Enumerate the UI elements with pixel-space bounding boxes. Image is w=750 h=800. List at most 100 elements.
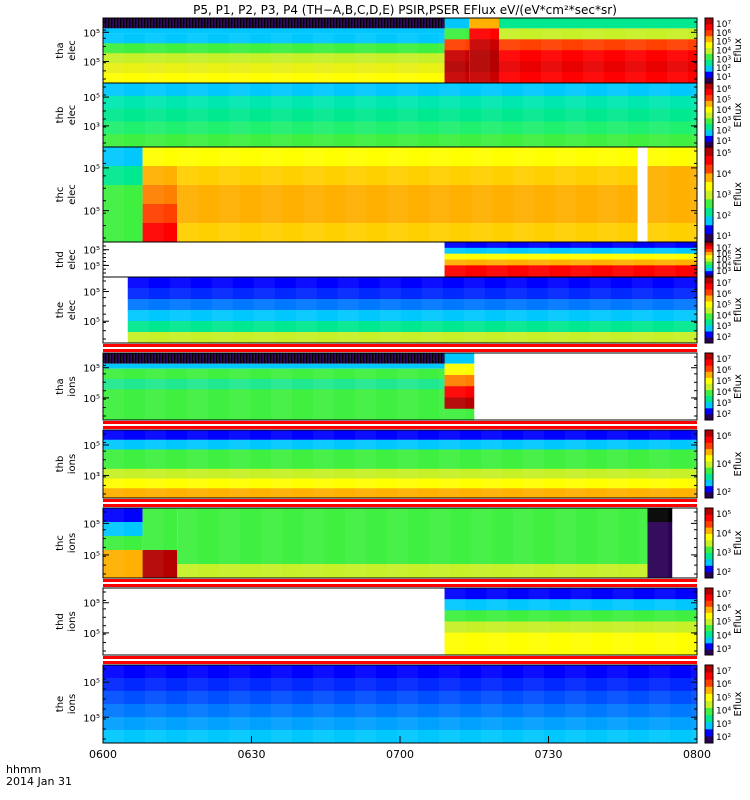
stripe-mark — [298, 353, 300, 364]
stripe-mark — [191, 353, 193, 364]
separator-red-bottom — [103, 584, 697, 587]
stripe-mark — [389, 18, 391, 29]
stripe-mark — [442, 18, 444, 29]
stripe-mark — [232, 353, 234, 364]
stripe-mark — [310, 353, 312, 364]
texture-column — [145, 665, 166, 743]
stripe-mark — [218, 18, 220, 29]
texture-column — [513, 147, 535, 242]
texture-column — [649, 83, 670, 147]
colorbar-label: Eflux — [733, 691, 744, 716]
segment-band — [142, 550, 178, 565]
colorbar-swatch — [705, 295, 713, 302]
stripe-mark — [202, 353, 204, 364]
stripe-mark — [263, 353, 265, 364]
stripe-mark — [340, 18, 342, 29]
stripe-mark — [250, 353, 252, 364]
stripe-mark — [152, 18, 154, 29]
stripe-mark — [247, 353, 249, 364]
stripe-mark — [290, 353, 292, 364]
segment-band — [103, 28, 445, 34]
texture-column — [145, 430, 166, 498]
segment-band — [444, 18, 470, 29]
texture-column — [397, 368, 418, 420]
segment-band — [103, 459, 697, 470]
segment-band — [444, 363, 475, 376]
colorbar-tick-label: 10⁷ — [716, 279, 731, 289]
colorbar-swatch — [705, 735, 713, 744]
segment-band — [177, 564, 648, 579]
texture-column — [103, 430, 124, 498]
stripe-mark — [334, 18, 336, 29]
stripe-mark — [397, 18, 399, 29]
y-tick-label: 10⁵ — [83, 288, 100, 299]
stripe-mark — [392, 353, 394, 364]
texture-column — [355, 83, 376, 147]
stripe-mark — [341, 18, 343, 29]
segment-band — [142, 536, 178, 551]
stripe-mark — [320, 353, 322, 364]
colorbar-swatch — [705, 527, 713, 534]
segment-band — [127, 321, 697, 333]
texture-column — [439, 430, 460, 498]
stripe-mark — [160, 353, 162, 364]
segment-band — [103, 522, 143, 537]
colorbar-swatch — [705, 23, 713, 31]
stripe-mark — [199, 353, 201, 364]
texture-column — [145, 33, 166, 83]
stripe-mark — [149, 18, 151, 29]
stripe-mark — [392, 18, 394, 29]
segment-band — [103, 389, 445, 400]
stripe-mark — [122, 18, 124, 29]
colorbar-swatch — [705, 337, 713, 344]
colorbar-swatch — [705, 254, 713, 259]
stripe-mark — [371, 18, 373, 29]
separator-red-top — [103, 499, 697, 502]
stripe-mark — [365, 353, 367, 364]
stripe-mark — [418, 18, 420, 29]
stripe-mark — [236, 18, 238, 29]
texture-column — [211, 277, 233, 343]
texture-column — [387, 147, 409, 242]
texture-column — [169, 277, 191, 343]
segment-band — [103, 363, 445, 369]
stripe-mark — [407, 18, 409, 29]
colorbar-swatch — [705, 325, 713, 332]
stripe-mark — [289, 353, 291, 364]
stripe-mark — [172, 353, 174, 364]
texture-column — [444, 28, 466, 83]
segment-band — [103, 550, 143, 565]
stripe-mark — [190, 353, 192, 364]
stripe-mark — [232, 18, 234, 29]
stripe-mark — [406, 353, 408, 364]
stripe-mark — [127, 18, 129, 29]
stripe-mark — [427, 18, 429, 29]
segment-band — [103, 185, 143, 205]
colorbar-tick-label: 10² — [716, 568, 731, 578]
stripe-mark — [380, 18, 382, 29]
stripe-mark — [350, 18, 352, 29]
colorbar-swatch — [705, 29, 713, 37]
stripe-mark — [412, 18, 414, 29]
panel-ylabel: thc — [55, 535, 66, 551]
stripe-mark — [281, 353, 283, 364]
colorbar: 10⁵ 10⁴ 10³ 10² Eflux — [704, 507, 744, 579]
panel-ylabel: elec — [67, 300, 78, 321]
colorbar-tick-label: 10⁵ — [716, 618, 731, 628]
segment-band — [469, 28, 499, 40]
segment-band — [103, 665, 697, 679]
stripe-mark — [179, 353, 181, 364]
stripe-mark — [143, 18, 145, 29]
colorbar-frame — [704, 276, 714, 344]
stripe-mark — [355, 353, 357, 364]
stripe-mark — [305, 18, 307, 29]
colorbar-tick-label: 10⁶ — [716, 432, 731, 442]
colorbar-swatch — [705, 401, 713, 409]
stripe-mark — [295, 353, 297, 364]
stripe-mark — [287, 353, 289, 364]
texture-column — [625, 28, 646, 83]
texture-column — [555, 147, 577, 242]
stripe-mark — [412, 353, 414, 364]
stripe-mark — [283, 353, 285, 364]
texture-column — [486, 242, 508, 277]
